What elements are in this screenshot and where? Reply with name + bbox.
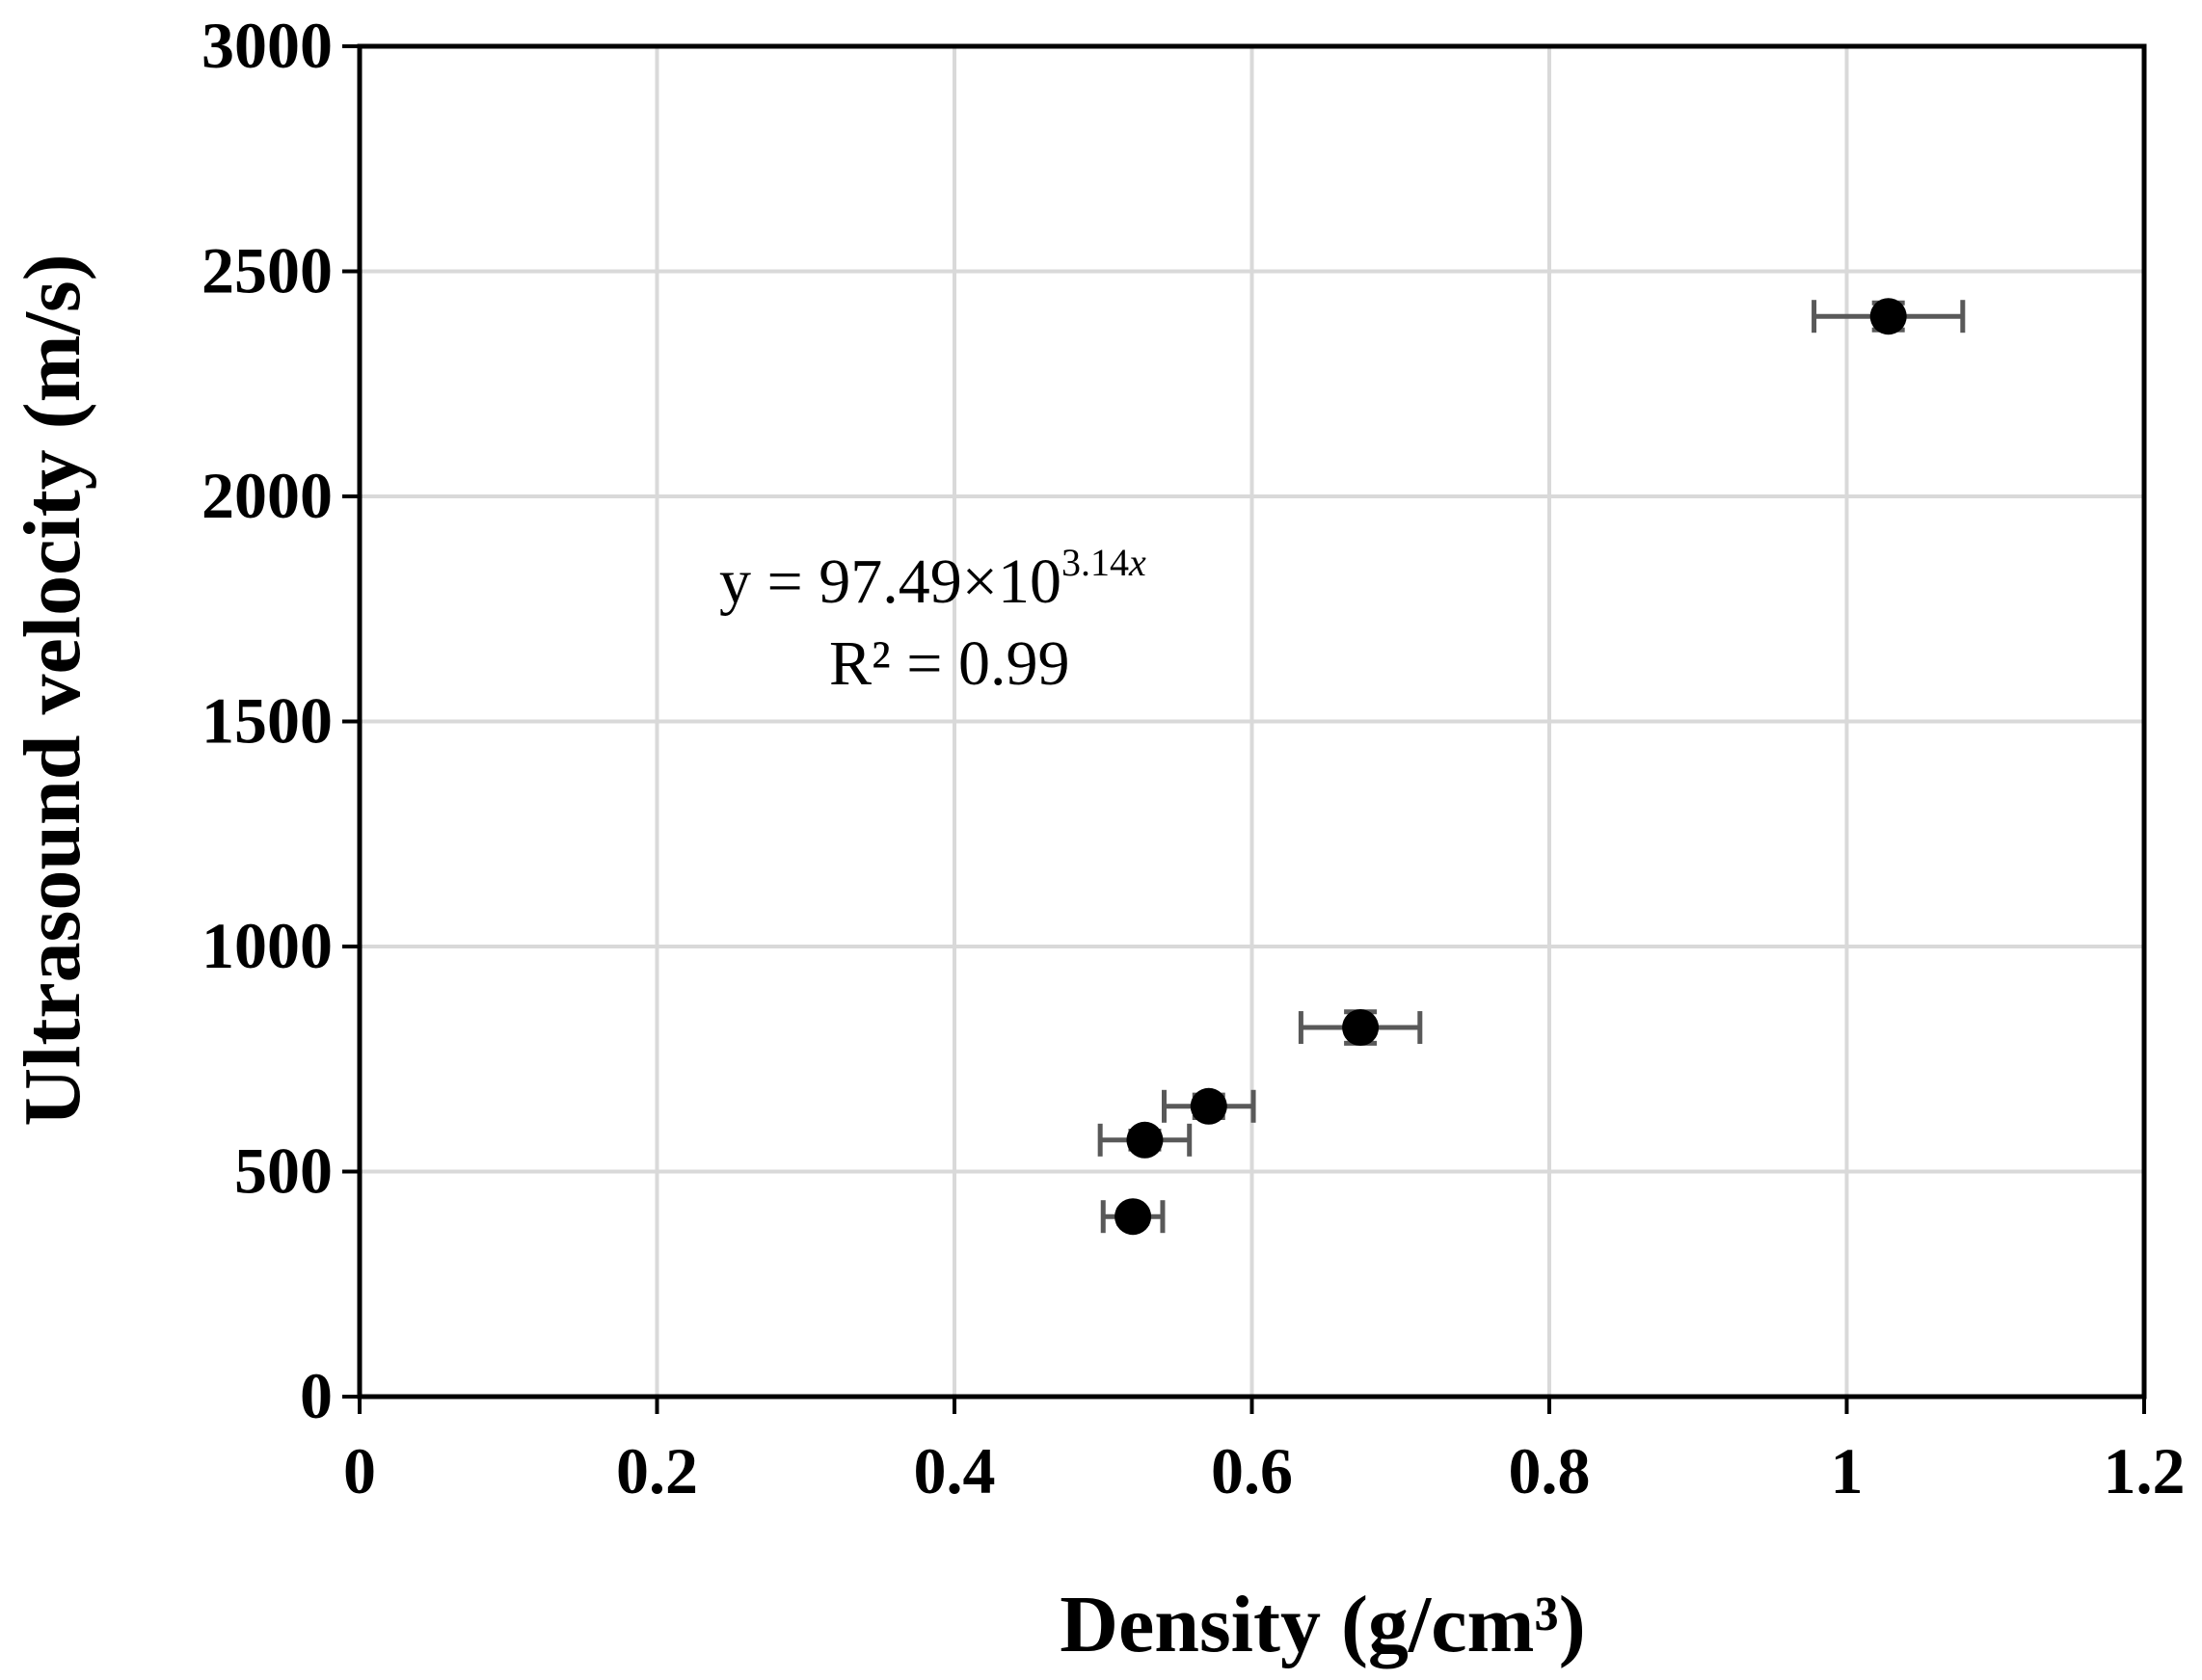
- x-tick-label-5: 1: [1831, 1434, 1864, 1507]
- x-tick-label-3: 0.6: [1211, 1434, 1293, 1507]
- data-point-3: [1342, 1009, 1380, 1047]
- y-tick-label-4: 2000: [201, 459, 333, 532]
- y-tick-label-5: 2500: [201, 234, 333, 307]
- data-point-0: [1114, 1198, 1152, 1236]
- data-point-1: [1126, 1121, 1164, 1159]
- y-tick-label-2: 1000: [201, 909, 333, 982]
- x-tick-label-1: 0.2: [616, 1434, 698, 1507]
- y-tick-label-3: 1500: [201, 684, 333, 758]
- x-tick-labels: 0 0.2 0.4 0.6 0.8 1 1.2: [343, 1434, 2186, 1507]
- y-tick-label-6: 3000: [201, 9, 333, 82]
- x-tick-label-2: 0.4: [914, 1434, 996, 1507]
- equation-exponent-var: x: [1128, 541, 1146, 584]
- x-tick-label-6: 1.2: [2104, 1434, 2186, 1507]
- trendline-equation: y = 97.49×103.14x: [719, 541, 1146, 617]
- data-point-4: [1869, 298, 1907, 335]
- r-squared-label: R² = 0.99: [829, 628, 1070, 699]
- y-tick-label-1: 500: [234, 1134, 333, 1208]
- axis-ticks: [342, 44, 2146, 1414]
- x-tick-label-0: 0: [343, 1434, 376, 1507]
- equation-prefix: y = 97.49×10: [719, 547, 1061, 617]
- data-point-2: [1190, 1087, 1227, 1125]
- error-bars: [1097, 300, 1966, 1234]
- grid-lines: [360, 46, 2144, 1397]
- data-points: [1114, 298, 1907, 1236]
- equation-exponent-num: 3.14: [1061, 541, 1129, 584]
- y-tick-label-0: 0: [300, 1359, 333, 1432]
- y-axis-title: Ultrasound velocity (m/s): [8, 253, 97, 1126]
- x-axis-title: Density (g/cm³): [1060, 1580, 1585, 1669]
- y-tick-labels: 0 500 1000 1500 2000 2500 3000: [201, 9, 333, 1432]
- x-tick-label-4: 0.8: [1509, 1434, 1591, 1507]
